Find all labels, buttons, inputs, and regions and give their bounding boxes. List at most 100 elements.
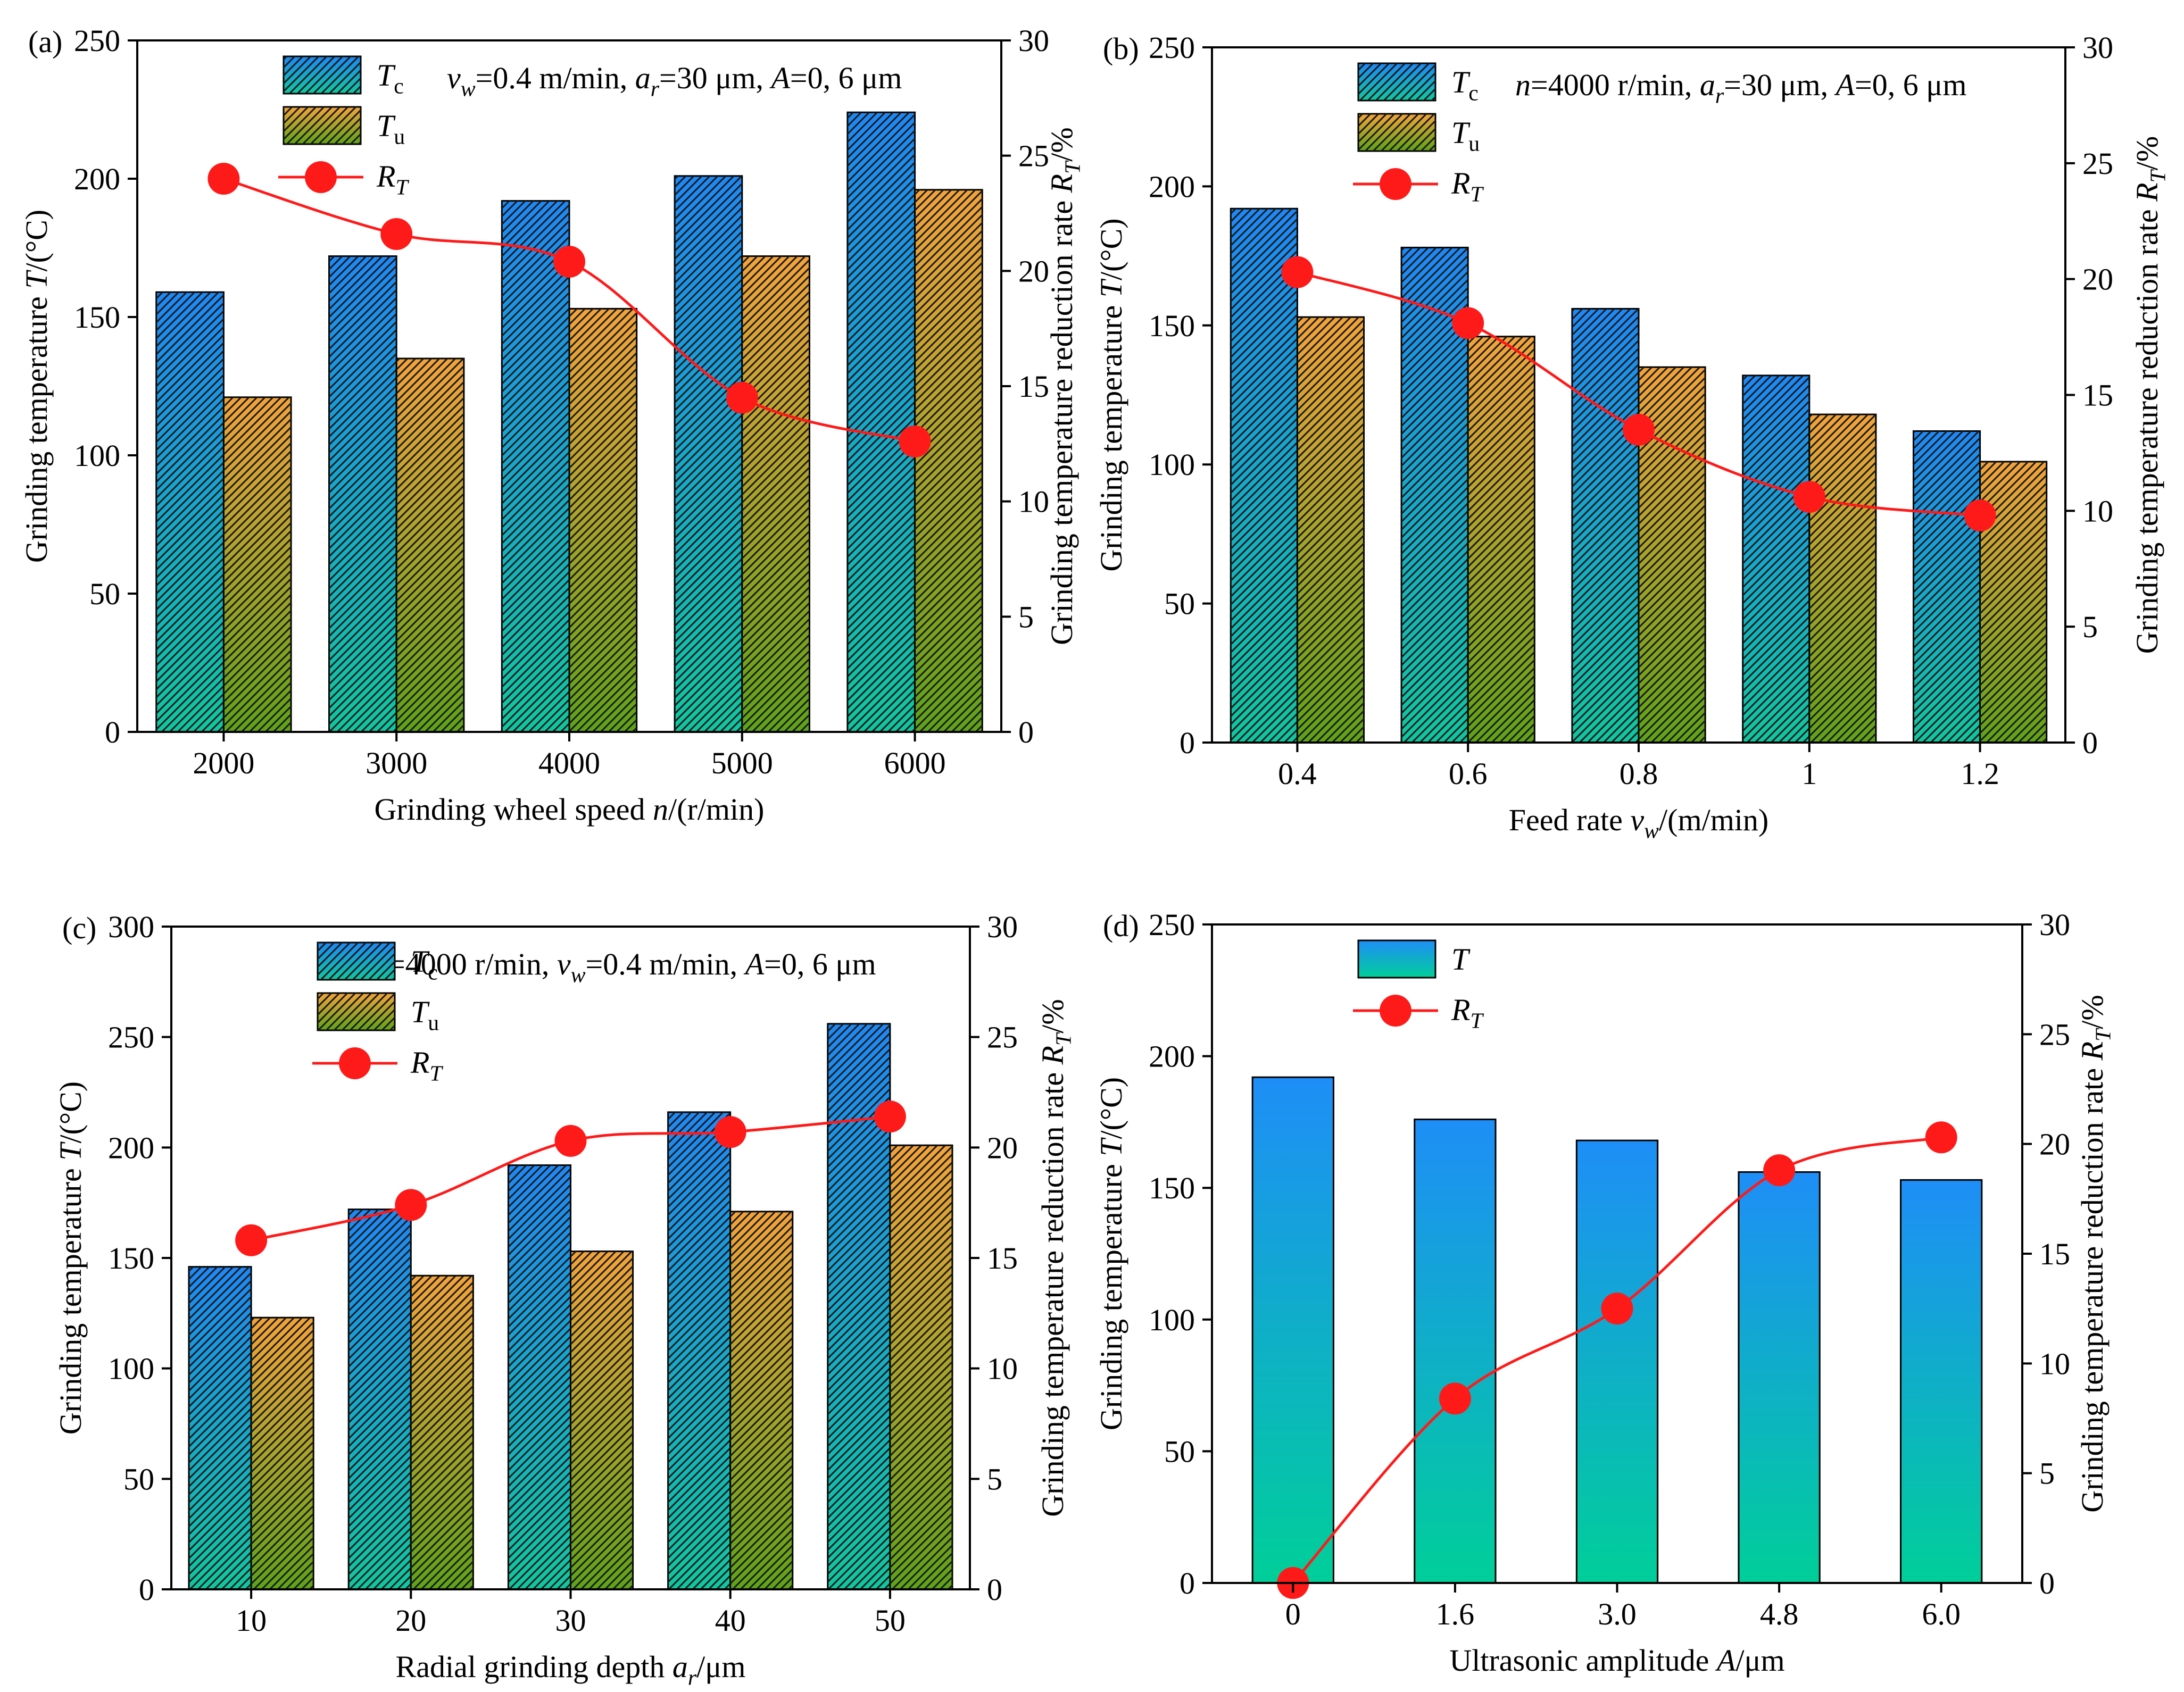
bar-T-2	[1575, 1139, 1659, 1584]
bar-T-0	[1251, 1076, 1334, 1584]
legend-hatch-Tu	[318, 993, 395, 1030]
point-RT-4	[1964, 499, 1996, 532]
y2tick-label-1: 5	[2039, 1456, 2055, 1491]
ytick-label-4: 200	[1149, 169, 1195, 204]
ytick-label-3: 150	[108, 1241, 154, 1276]
ytick-label-3: 150	[74, 300, 120, 335]
y2tick-label-4: 20	[2082, 262, 2113, 297]
y2tick-label-3: 15	[2082, 378, 2113, 413]
xtick-label-4: 50	[875, 1603, 906, 1638]
xtick-label-1: 20	[395, 1603, 426, 1638]
y-axis-label: Grinding temperature T/(°C)	[1094, 218, 1128, 571]
bar-hatch-Tu-1	[396, 359, 464, 732]
bar-hatch-Tc-1	[348, 1209, 411, 1589]
xtick-label-4: 6.0	[1922, 1597, 1961, 1631]
point-RT-0	[235, 1224, 268, 1256]
legend-marker-RT	[305, 161, 337, 193]
point-RT-3	[726, 381, 758, 414]
panel-d: 0 50 100 150 200 250 0 5 10 15 20 25 30 0 1.6 3.0 4.8 6.0…	[1094, 907, 2116, 1678]
y-axis-label: Grinding temperature T/(°C)	[19, 210, 54, 563]
y2tick-label-3: 15	[987, 1241, 1018, 1276]
bar-hatch-Tu-3	[730, 1211, 793, 1589]
ytick-label-2: 100	[1149, 1303, 1195, 1337]
point-RT-4	[1925, 1121, 1957, 1154]
xtick-label-0: 10	[236, 1603, 267, 1638]
bar-hatch-Tc-2	[508, 1165, 571, 1589]
xtick-label-1: 3000	[366, 746, 427, 780]
condition-text: n=4000 r/min, vw=0.4 m/min, A=0, 6 μm	[372, 947, 876, 988]
ytick-label-2: 100	[1149, 447, 1195, 482]
ytick-label-1: 50	[89, 577, 120, 611]
y2tick-label-6: 30	[987, 910, 1018, 944]
panel-label: (c)	[62, 911, 96, 945]
condition-text: vw=0.4 m/min, ar=30 μm, A=0, 6 μm	[447, 61, 902, 102]
bar-hatch-Tu-1	[411, 1276, 474, 1589]
bar-hatch-Tu-1	[1468, 336, 1535, 743]
xtick-label-1: 0.6	[1449, 756, 1488, 791]
y2-axis-label: Grinding temperature reduction rate RT/%	[1035, 999, 1076, 1516]
bar-hatch-Tc-1	[329, 256, 397, 732]
point-RT-4	[874, 1101, 906, 1133]
y-axis-label: Grinding temperature T/(°C)	[1094, 1077, 1128, 1430]
bar-hatch-Tc-2	[502, 201, 569, 732]
y2tick-label-0: 0	[2082, 726, 2098, 760]
legend-label-RT: RT	[410, 1045, 443, 1086]
bar-T-3	[1738, 1171, 1821, 1584]
xtick-label-3: 1	[1801, 756, 1817, 791]
bar-hatch-Tu-4	[915, 189, 983, 732]
ytick-label-5: 250	[1149, 907, 1195, 942]
panel-label: (d)	[1103, 908, 1139, 943]
y2tick-label-5: 25	[1018, 139, 1049, 173]
legend-hatch-Tc	[284, 56, 361, 94]
y-axis-label: Grinding temperature T/(°C)	[53, 1081, 88, 1435]
y2tick-label-1: 5	[2082, 610, 2098, 644]
x-axis-label: Feed rate vw/(m/min)	[1509, 803, 1768, 844]
y2tick-label-0: 0	[2039, 1566, 2055, 1601]
point-RT-0	[1281, 256, 1314, 288]
ytick-label-4: 200	[74, 162, 120, 196]
y2tick-label-6: 30	[2082, 30, 2113, 65]
point-RT-3	[1793, 481, 1825, 513]
ytick-label-2: 100	[74, 438, 120, 473]
xtick-label-0: 0	[1285, 1597, 1301, 1631]
bar-hatch-Tc-3	[1742, 375, 1809, 743]
bar-hatch-Tc-0	[1231, 209, 1298, 743]
x-axis-label: Ultrasonic amplitude A/μm	[1449, 1643, 1784, 1678]
bar-hatch-Tc-4	[847, 112, 915, 732]
y2tick-label-2: 10	[1018, 485, 1049, 519]
ytick-label-6: 300	[108, 910, 154, 944]
ytick-label-5: 250	[74, 23, 120, 58]
xtick-label-3: 4.8	[1760, 1597, 1799, 1631]
xtick-label-2: 0.8	[1620, 756, 1658, 791]
x-axis-label: Radial grinding depth ar/μm	[396, 1649, 746, 1690]
point-RT-2	[553, 246, 585, 278]
point-RT-2	[1623, 413, 1655, 446]
legend-label-T: T	[1451, 942, 1471, 977]
y2-axis-label: Grinding temperature reduction rate RT/%	[2130, 136, 2171, 654]
bar-hatch-Tc-0	[156, 292, 224, 732]
xtick-label-3: 5000	[711, 746, 773, 780]
xtick-label-1: 1.6	[1436, 1597, 1475, 1631]
panel-label: (b)	[1103, 31, 1139, 66]
point-RT-3	[714, 1116, 746, 1148]
bar-hatch-Tc-3	[675, 176, 742, 732]
panel-c: 0 50 100 150 200 250 300 0 5 10 15 20 25 30 10 20 30 40 50…	[53, 910, 1076, 1690]
xtick-label-0: 0.4	[1278, 756, 1317, 791]
legend-hatch-Tu	[1358, 114, 1435, 151]
bar-hatch-Tu-2	[569, 309, 637, 732]
ytick-label-4: 200	[1149, 1039, 1195, 1074]
point-RT-1	[380, 218, 413, 250]
y2tick-label-0: 0	[1018, 715, 1034, 749]
y2tick-label-4: 20	[2039, 1127, 2070, 1162]
ytick-label-0: 0	[139, 1572, 154, 1607]
panel-b: 0 50 100 150 200 250 0 5 10 15 20 25 30 0.4 0.6 0.8 1 1.2…	[1094, 30, 2171, 844]
y2tick-label-4: 20	[987, 1130, 1018, 1165]
xtick-label-4: 6000	[884, 746, 946, 780]
y2tick-label-3: 15	[2039, 1237, 2070, 1271]
point-RT-4	[899, 426, 931, 457]
bar-hatch-Tu-0	[1297, 317, 1364, 743]
legend-label-RT: RT	[376, 159, 409, 200]
y2-axis-label: Grinding temperature reduction rate RT/%	[2075, 995, 2116, 1512]
y2tick-label-3: 15	[1018, 369, 1049, 404]
ytick-label-4: 200	[108, 1130, 154, 1165]
